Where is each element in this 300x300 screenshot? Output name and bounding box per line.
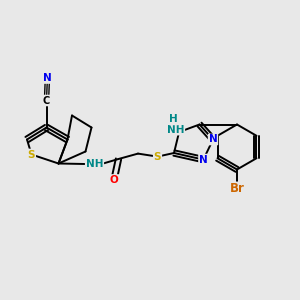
Text: N: N xyxy=(199,154,208,165)
Text: S: S xyxy=(28,149,35,160)
Text: N: N xyxy=(208,134,217,145)
Text: NH: NH xyxy=(86,159,103,169)
Text: H: H xyxy=(169,114,178,124)
Text: O: O xyxy=(110,175,118,185)
Text: Br: Br xyxy=(230,182,244,196)
Text: N: N xyxy=(43,73,52,83)
Text: C: C xyxy=(43,95,50,106)
Text: NH: NH xyxy=(167,124,184,135)
Text: S: S xyxy=(154,152,161,162)
